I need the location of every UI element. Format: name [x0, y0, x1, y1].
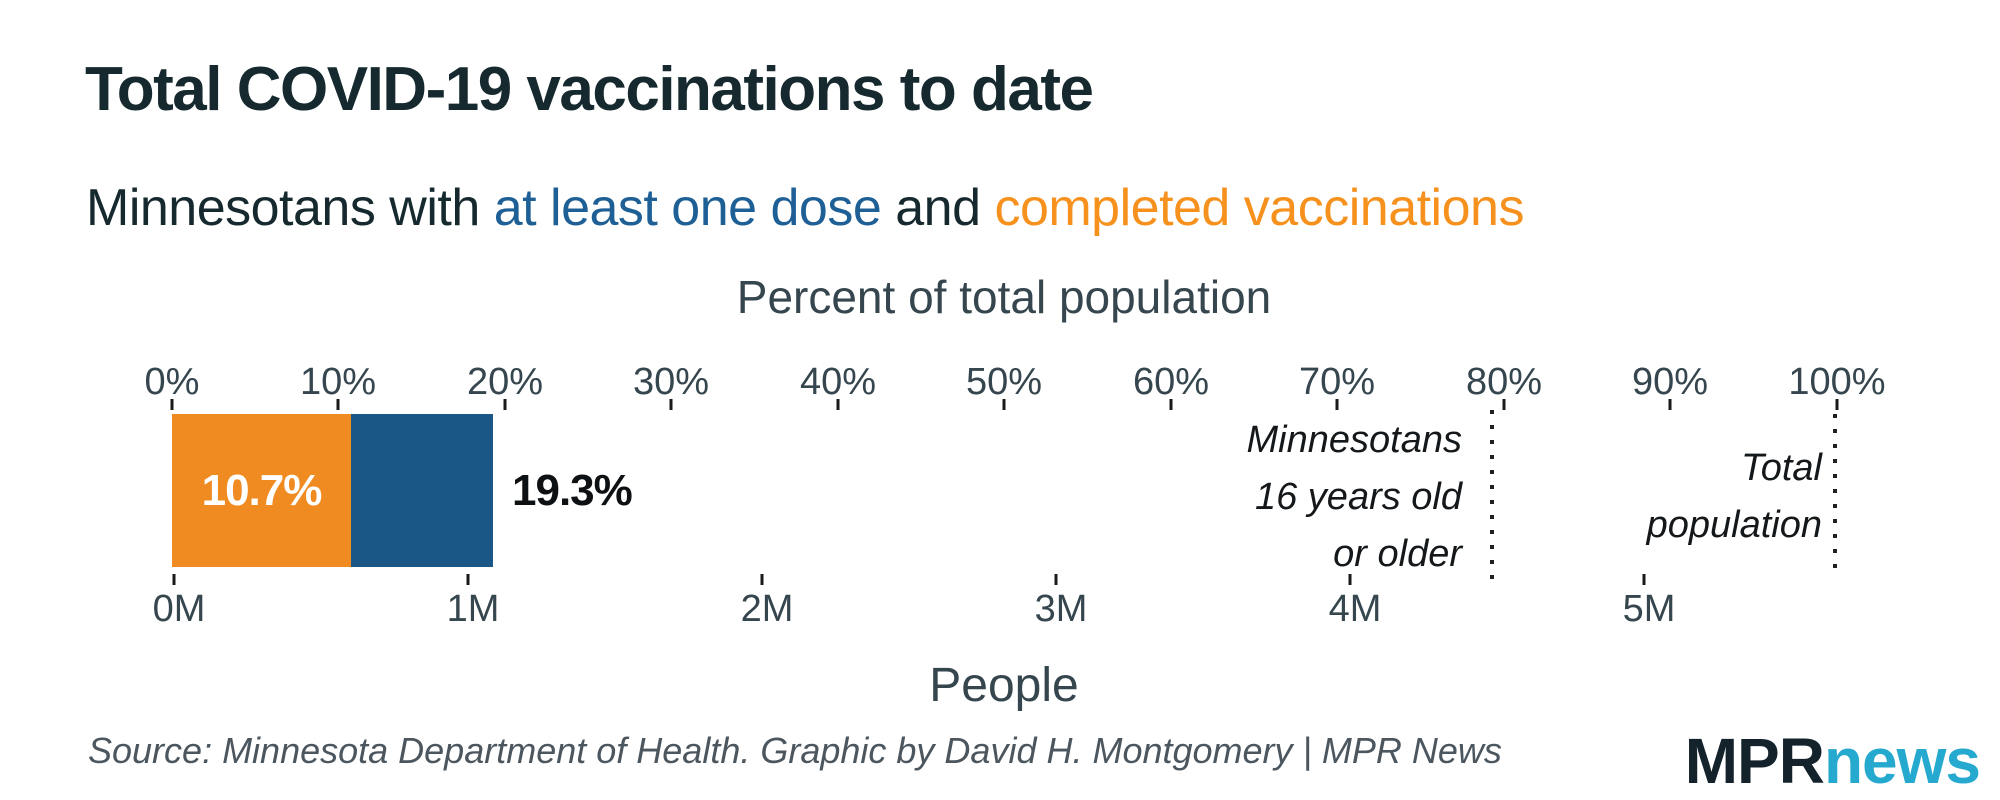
bottom-tick-mark-5m	[1642, 574, 1646, 585]
subtitle-prefix: Minnesotans with	[86, 179, 494, 237]
top-tick-label-90: 90%	[1631, 361, 1709, 403]
reference-line-16-plus	[1490, 410, 1494, 586]
top-tick-mark-90	[1668, 399, 1672, 410]
top-tick-mark-30	[669, 399, 673, 410]
mpr-news-logo: MPRnews	[1684, 724, 1981, 798]
top-tick-label-60: 60%	[1132, 361, 1210, 403]
annotation-total-line-2: population	[1646, 504, 1822, 546]
annotation-16-plus-line-2: 16 years old	[1254, 476, 1462, 518]
top-tick-mark-40	[836, 399, 840, 410]
bottom-tick-label-5m: 5M	[1622, 588, 1676, 630]
bottom-tick-mark-4m	[1348, 574, 1352, 585]
top-tick-mark-50	[1002, 399, 1006, 410]
annotation-16-plus-line-1: Minnesotans	[1246, 419, 1462, 461]
top-tick-mark-10	[336, 399, 340, 410]
top-tick-mark-60	[1169, 399, 1173, 410]
logo-news-text: news	[1823, 725, 1981, 797]
subtitle-completed-highlight: completed vaccinations	[994, 179, 1524, 237]
logo-mpr-text: MPR	[1684, 725, 1825, 797]
top-tick-mark-100	[1835, 399, 1839, 410]
bottom-axis-title: People	[929, 659, 1079, 712]
top-tick-label-80: 80%	[1465, 361, 1543, 403]
top-tick-mark-70	[1335, 399, 1339, 410]
bottom-tick-label-0m: 0M	[152, 588, 206, 630]
annotation-16-plus: Minnesotans 16 years old or older	[1247, 412, 1462, 583]
annotation-total-line-1: Total	[1741, 447, 1822, 489]
annotation-total-population: Total population	[1647, 440, 1822, 554]
bottom-tick-mark-2m	[760, 574, 764, 585]
subtitle-one-dose-highlight: at least one dose	[493, 179, 882, 237]
bottom-tick-mark-1m	[466, 574, 470, 585]
subtitle-and: and	[881, 179, 995, 237]
top-axis-title: Percent of total population	[736, 271, 1272, 323]
top-tick-label-70: 70%	[1298, 361, 1376, 403]
bar-label-completed: 10.7%	[201, 465, 323, 515]
top-tick-label-20: 20%	[466, 361, 544, 403]
bottom-tick-label-3m: 3M	[1034, 588, 1088, 630]
bottom-tick-label-2m: 2M	[740, 588, 794, 630]
annotation-16-plus-line-3: or older	[1333, 533, 1462, 575]
bottom-tick-mark-3m	[1054, 574, 1058, 585]
top-tick-label-40: 40%	[799, 361, 877, 403]
bar-at-least-one-dose	[351, 414, 493, 567]
top-tick-label-10: 10%	[299, 361, 377, 403]
reference-line-total-population	[1833, 414, 1837, 575]
bar-label-one-dose: 19.3%	[512, 465, 633, 515]
top-tick-label-0: 0%	[144, 361, 200, 403]
bottom-tick-label-1m: 1M	[446, 588, 500, 630]
bottom-tick-label-4m: 4M	[1328, 588, 1382, 630]
top-tick-label-50: 50%	[965, 361, 1043, 403]
top-tick-label-100: 100%	[1788, 361, 1886, 403]
source-credit: Source: Minnesota Department of Health. …	[88, 730, 1502, 771]
top-tick-mark-0	[170, 399, 174, 410]
bar-completed-vaccinations	[172, 414, 351, 567]
chart-subtitle: Minnesotans with at least one dose and c…	[86, 178, 1524, 238]
top-tick-label-30: 30%	[632, 361, 710, 403]
bottom-tick-mark-0m	[172, 574, 176, 585]
top-tick-mark-80	[1502, 399, 1506, 410]
top-tick-mark-20	[503, 399, 507, 410]
page-title: Total COVID-19 vaccinations to date	[85, 55, 1094, 124]
